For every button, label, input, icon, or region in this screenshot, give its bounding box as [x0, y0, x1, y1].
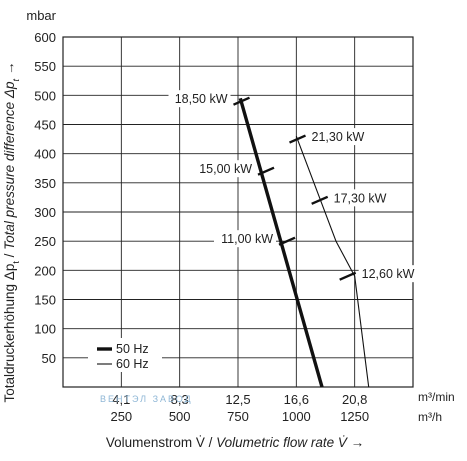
power-tick	[339, 271, 357, 281]
x-tick-label-m3h: 1250	[340, 409, 369, 424]
y-tick-label: 600	[34, 30, 56, 45]
power-label-background	[308, 128, 371, 146]
watermark: ВЕНТЭЛ ЗАВОД	[100, 394, 193, 404]
power-tick	[311, 195, 329, 205]
legend-label-50hz: 50 Hz	[116, 342, 149, 356]
power-label: 15,00 kW	[199, 162, 252, 176]
y-tick-label: 50	[42, 351, 56, 366]
y-tick-labels: 50 100 150 200 250 300 350 400 450 500 550 600	[34, 30, 56, 366]
x-tick-label-m3min: 12,5	[225, 392, 250, 407]
x-tick-label-m3h: 750	[227, 409, 249, 424]
grid	[63, 37, 413, 387]
power-label-background	[214, 230, 276, 248]
y-tick-label: 400	[34, 147, 56, 162]
power-label: 17,30 kW	[334, 191, 387, 205]
y-tick-label: 200	[34, 263, 56, 278]
power-tick	[257, 166, 275, 176]
power-tick	[278, 236, 296, 246]
power-label-background	[168, 90, 231, 108]
x-tick-label-m3min: 20,8	[342, 392, 367, 407]
plot-frame	[62, 36, 414, 388]
x-tick-label-m3h: 250	[110, 409, 132, 424]
x-tick-label-m3h: 500	[169, 409, 191, 424]
power-tick	[233, 96, 250, 106]
power-marks: 18,50 kW 15,00 kW 11,00 kW 21,30 kW 17,30 kW…	[168, 90, 421, 283]
power-label: 21,30 kW	[312, 130, 365, 144]
power-label: 11,00 kW	[221, 232, 273, 246]
power-label-background	[193, 160, 255, 178]
x-axis-title: Volumenstrom V̇ / Volumetric flow rate V…	[106, 435, 364, 450]
x-tick-label-m3min: 8,3	[171, 392, 189, 407]
power-label-background	[330, 189, 393, 207]
x-tick-labels: 4,1 250 8,3 500 12,5 750 16,6 1000 20,8 1250	[110, 392, 369, 424]
y-tick-label: 150	[34, 293, 56, 308]
y-tick-label: 350	[34, 176, 56, 191]
x-tick-label-m3min: 4,1	[112, 392, 130, 407]
power-label-background	[358, 265, 421, 283]
x-axis-unit-m3min: m³/min	[418, 390, 455, 404]
legend-background	[88, 338, 162, 372]
y-axis-title: Totaldruckerhöhung Δpt / Total pressure …	[2, 61, 21, 402]
legend-label-60hz: 60 Hz	[116, 357, 149, 371]
power-label: 18,50 kW	[175, 92, 228, 106]
y-tick-label: 250	[34, 234, 56, 249]
y-tick-label: 100	[34, 322, 56, 337]
power-label: 12,60 kW	[362, 267, 415, 281]
power-tick	[289, 134, 306, 144]
y-tick-label: 550	[34, 59, 56, 74]
y-axis-unit: mbar	[26, 8, 56, 23]
x-axis-unit-m3h: m³/h	[418, 410, 442, 424]
series-line-60-hz	[295, 136, 370, 388]
x-tick-label-m3h: 1000	[282, 409, 311, 424]
x-tick-label-m3min: 16,6	[284, 392, 309, 407]
legend: 50 Hz 60 Hz	[88, 338, 162, 372]
y-tick-label: 450	[34, 118, 56, 133]
y-tick-label: 500	[34, 88, 56, 103]
y-tick-label: 300	[34, 205, 56, 220]
